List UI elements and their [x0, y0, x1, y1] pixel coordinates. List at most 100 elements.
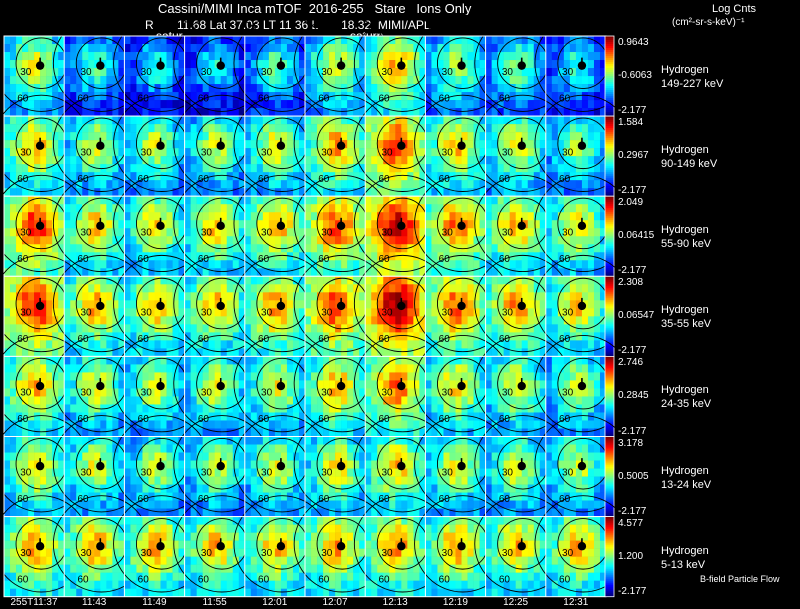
heatmap-cell: [136, 116, 143, 125]
heatmap-cell: [4, 52, 11, 61]
heatmap-cell: [268, 340, 276, 349]
heatmap-cell: [413, 212, 420, 221]
heatmap-cell: [383, 260, 390, 269]
heatmap-cell: [262, 252, 270, 261]
heatmap-cell: [407, 52, 414, 61]
heatmap-cell: [341, 124, 348, 133]
heatmap-cell: [112, 164, 119, 173]
heatmap-cell: [353, 188, 360, 197]
heatmap-cell: [10, 332, 17, 341]
heatmap-cell: [443, 340, 450, 349]
heatmap-cell: [52, 236, 59, 245]
heatmap-cell: [323, 36, 330, 45]
heatmap-cell: [268, 300, 276, 309]
heatmap-cell: [274, 396, 282, 405]
heatmap-cell: [485, 156, 492, 165]
heatmap-cell: [256, 348, 264, 357]
heatmap-cell: [509, 180, 516, 189]
heatmap-cell: [22, 308, 29, 317]
heatmap-cell: [244, 244, 252, 253]
heatmap-cell: [250, 428, 258, 437]
heatmap-cell: [497, 68, 504, 77]
heatmap-cell: [545, 276, 553, 285]
heatmap-cell: [124, 92, 131, 101]
heatmap-cell: [214, 348, 222, 357]
heatmap-cell: [16, 220, 23, 229]
heatmap-cell: [64, 268, 71, 277]
heatmap-cell: [599, 212, 607, 221]
heatmap-cell: [443, 60, 450, 69]
colorbar-segment: [605, 226, 614, 229]
heatmap-cell: [274, 100, 282, 109]
heatmap-cell: [178, 140, 185, 149]
heatmap-cell: [371, 92, 378, 101]
heatmap-cell: [413, 228, 420, 237]
heatmap-cell: [196, 68, 203, 77]
heatmap-cell: [305, 236, 312, 245]
heatmap-cell: [226, 36, 234, 45]
heatmap-cell: [371, 300, 378, 309]
heatmap-cell: [190, 276, 197, 285]
heatmap-cell: [341, 292, 348, 301]
heatmap-cell: [184, 228, 191, 237]
heatmap-cell: [166, 148, 173, 157]
heatmap-cell: [274, 228, 282, 237]
heatmap-cell: [286, 396, 294, 405]
heatmap-cell: [244, 220, 252, 229]
heatmap-cell: [286, 268, 294, 277]
heatmap-cell: [232, 164, 240, 173]
heatmap-cell: [46, 348, 53, 357]
heatmap-cell: [371, 204, 378, 213]
colorbar-segment: [605, 346, 614, 349]
heatmap-cell: [371, 124, 378, 133]
heatmap-cell: [88, 284, 95, 293]
heatmap-cell: [196, 164, 203, 173]
heatmap-cell: [22, 292, 29, 301]
heatmap-cell: [533, 68, 541, 77]
heatmap-cell: [166, 156, 173, 165]
heatmap-cell: [485, 100, 492, 109]
colorbar-segment: [605, 68, 614, 71]
heatmap-cell: [449, 212, 456, 221]
heatmap-cell: [383, 236, 390, 245]
heatmap-cell: [28, 108, 35, 117]
heatmap-cell: [341, 316, 348, 325]
heatmap-cell: [587, 68, 595, 77]
heatmap-cell: [533, 252, 541, 261]
heatmap-cell: [100, 340, 107, 349]
heatmap-cell: [317, 36, 324, 45]
heatmap-cell: [593, 308, 601, 317]
heatmap-cell: [419, 316, 426, 325]
heatmap-cell: [533, 92, 541, 101]
heatmap-cell: [250, 60, 258, 69]
heatmap-cell: [335, 236, 342, 245]
heatmap-cell: [136, 308, 143, 317]
heatmap-cell: [94, 180, 101, 189]
heatmap-cell: [593, 44, 601, 53]
heatmap-cell: [238, 356, 246, 365]
heatmap-cell: [545, 60, 553, 69]
heatmap-cell: [160, 52, 167, 61]
heatmap-cell: [160, 364, 167, 373]
heatmap-cell: [593, 164, 601, 173]
heatmap-cell: [238, 404, 246, 413]
heatmap-cell: [599, 332, 607, 341]
heatmap-cell: [292, 148, 300, 157]
heatmap-cell: [443, 212, 450, 221]
heatmap-cell: [425, 84, 432, 93]
heatmap-cell: [112, 292, 119, 301]
heatmap-cell: [425, 348, 432, 357]
heatmap-cell: [317, 332, 324, 341]
heatmap-cell: [425, 68, 432, 77]
heatmap-cell: [539, 348, 547, 357]
heatmap-cell: [593, 60, 601, 69]
heatmap-cell: [124, 428, 131, 437]
heatmap-cell: [581, 284, 589, 293]
heatmap-cell: [136, 228, 143, 237]
heatmap-cell: [292, 92, 300, 101]
contour-label-30: 30: [502, 227, 514, 238]
heatmap-cell: [250, 268, 258, 277]
heatmap-cell: [485, 108, 492, 117]
heatmap-cell: [479, 300, 486, 309]
heatmap-cell: [575, 180, 583, 189]
